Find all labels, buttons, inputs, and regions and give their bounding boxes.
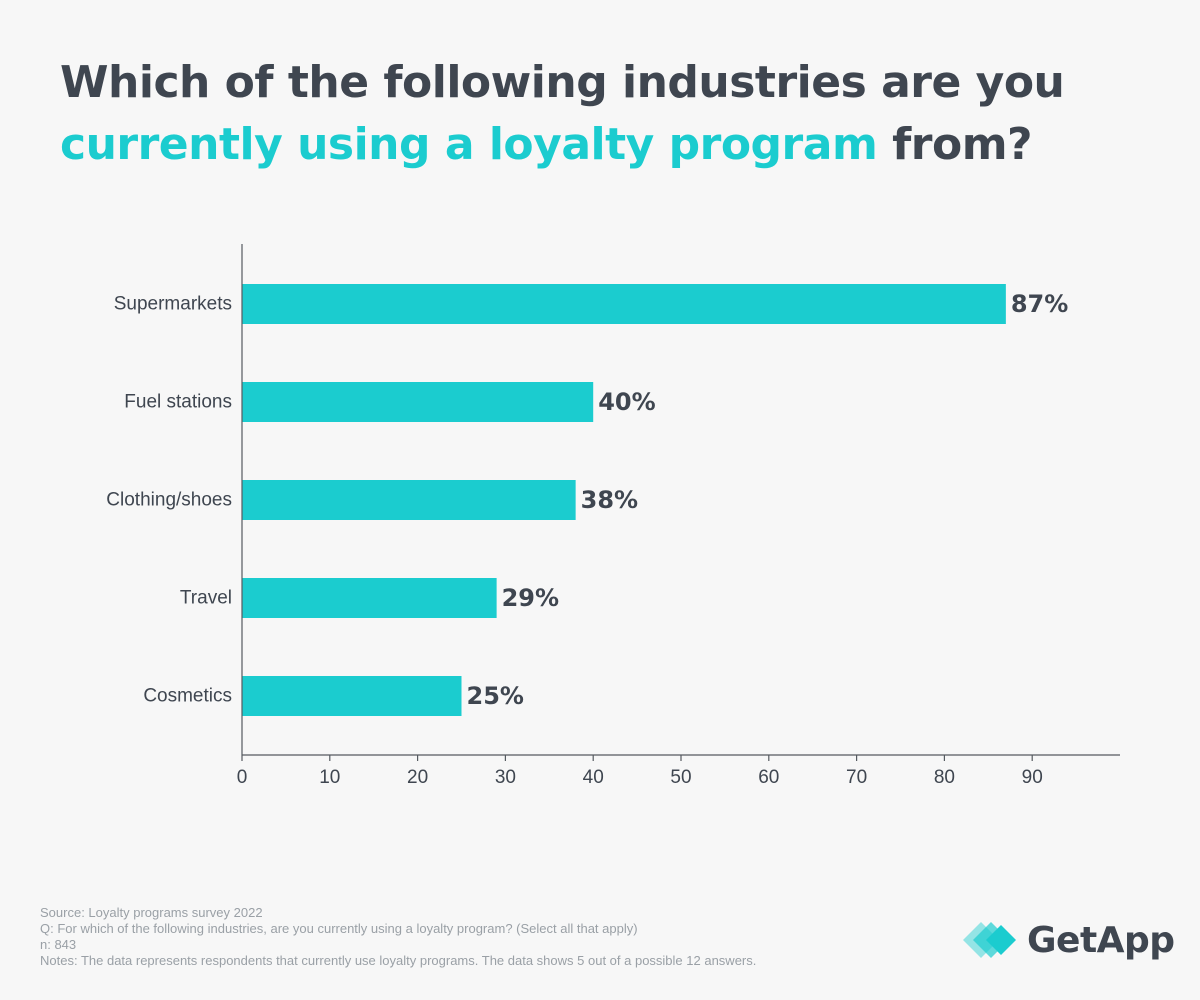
category-label-supermarkets: Supermarkets [114, 294, 232, 315]
bar-travel [242, 578, 497, 618]
value-label-fuel-stations: 40% [598, 388, 655, 416]
bar-supermarkets [242, 284, 1006, 324]
x-tick-label-10: 10 [319, 767, 340, 788]
chart-title: Which of the following industries are yo… [60, 52, 1140, 176]
value-labels: 87% 40% 38% 29% 25% [467, 290, 1069, 710]
bars-group [242, 284, 1006, 716]
bar-fuel-stations [242, 382, 594, 422]
category-label-clothing-shoes: Clothing/shoes [106, 490, 232, 511]
logo-text: GetApp [1027, 919, 1175, 961]
getapp-logo: GetApp [963, 918, 1175, 962]
x-tick-label-30: 30 [495, 767, 516, 788]
source-note: Source: Loyalty programs survey 2022 [40, 905, 263, 920]
notes-note: Notes: The data represents respondents t… [40, 953, 757, 968]
x-tick-label-20: 20 [407, 767, 428, 788]
title-line-2-rest: from? [892, 119, 1033, 170]
footer-notes: Source: Loyalty programs survey 2022 Q: … [40, 905, 756, 969]
category-label-fuel-stations: Fuel stations [124, 392, 232, 413]
x-tick-label-60: 60 [758, 767, 779, 788]
getapp-logo-icon [963, 922, 1016, 958]
value-label-supermarkets: 87% [1011, 290, 1068, 318]
bar-clothing-shoes [242, 480, 576, 520]
axes-group [241, 244, 1120, 761]
title-accent: currently using a loyalty program [60, 119, 878, 170]
sample-size-note: n: 843 [40, 937, 77, 952]
bar-chart: Supermarkets Fuel stations Clothing/shoes T… [106, 244, 1120, 788]
x-tick-label-50: 50 [670, 767, 691, 788]
x-tick-labels: 0 10 20 30 40 50 60 70 80 90 [237, 767, 1043, 788]
x-tick-label-40: 40 [583, 767, 604, 788]
x-tick-label-0: 0 [237, 767, 248, 788]
value-label-cosmetics: 25% [467, 682, 524, 710]
category-label-travel: Travel [180, 588, 232, 609]
x-tick-label-90: 90 [1022, 767, 1043, 788]
question-note: Q: For which of the following industries… [40, 921, 638, 936]
x-tick-label-70: 70 [846, 767, 867, 788]
category-labels: Supermarkets Fuel stations Clothing/shoes T… [106, 294, 232, 707]
bar-cosmetics [242, 676, 462, 716]
value-label-clothing-shoes: 38% [581, 486, 638, 514]
category-label-cosmetics: Cosmetics [143, 686, 232, 707]
value-label-travel: 29% [502, 584, 559, 612]
x-tick-label-80: 80 [934, 767, 955, 788]
title-line-1: Which of the following industries are yo… [60, 57, 1065, 108]
